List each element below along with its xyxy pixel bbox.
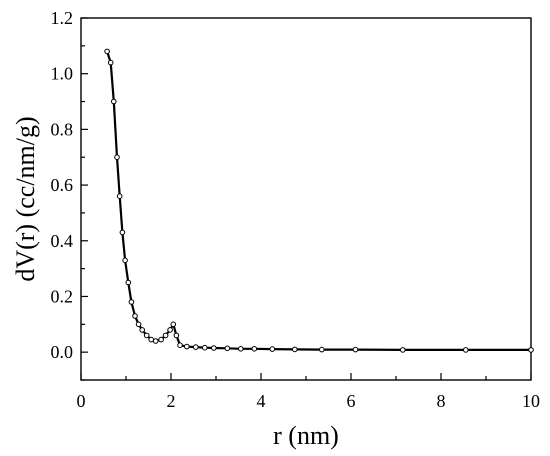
data-point (173, 332, 180, 339)
data-point (104, 48, 110, 55)
data-point (107, 59, 114, 66)
data-point (162, 332, 169, 339)
x-tick-label: 10 (522, 391, 540, 411)
data-point (114, 154, 120, 160)
data-point (184, 343, 190, 350)
y-tick-label: 0.0 (51, 342, 74, 362)
data-point (352, 346, 359, 353)
data-point (292, 346, 298, 353)
y-tick-label: 0.4 (51, 231, 74, 251)
x-axis-ticks: 0 2 4 6 8 10 (77, 373, 540, 411)
data-point (269, 346, 276, 352)
data-point (135, 321, 142, 328)
data-point (528, 347, 534, 353)
data-point (251, 346, 258, 352)
data-point (148, 336, 154, 343)
series-line (106, 51, 531, 351)
y-tick-label: 1.2 (51, 8, 74, 28)
y-axis-ticks: 0.0 0.2 0.4 0.6 0.8 1.0 1.2 (51, 8, 88, 381)
y-tick-label: 0.6 (51, 175, 74, 195)
x-tick-label: 6 (347, 391, 356, 411)
plot-frame (80, 17, 532, 381)
y-tick-label: 1.0 (51, 64, 74, 84)
x-tick-label: 0 (77, 391, 86, 411)
data-point (132, 313, 138, 319)
x-tick-label: 8 (437, 391, 446, 411)
data-point (193, 344, 199, 350)
y-tick-label: 0.8 (51, 119, 74, 139)
data-point (224, 345, 231, 352)
y-axis-title: dV(r) (cc/nm/g) (11, 116, 40, 281)
data-point (111, 98, 117, 105)
data-point (167, 327, 173, 333)
data-point (211, 345, 217, 351)
data-point (158, 336, 164, 343)
data-point (125, 279, 132, 286)
y-tick-label: 0.2 (51, 286, 74, 306)
data-point (119, 229, 126, 236)
data-point (202, 344, 208, 351)
x-tick-label: 2 (167, 391, 176, 411)
data-point (400, 347, 406, 353)
data-point (128, 299, 135, 305)
series-group (104, 48, 534, 353)
data-point (116, 193, 123, 199)
data-point (463, 347, 469, 353)
data-point (170, 321, 177, 328)
data-point (319, 346, 325, 353)
data-point (143, 332, 150, 339)
data-point (122, 257, 128, 264)
data-point (238, 346, 244, 352)
data-point (152, 338, 159, 344)
x-axis-title: r (nm) (273, 421, 339, 450)
x-tick-label: 4 (257, 391, 266, 411)
data-point (177, 342, 183, 349)
data-point (139, 327, 145, 333)
